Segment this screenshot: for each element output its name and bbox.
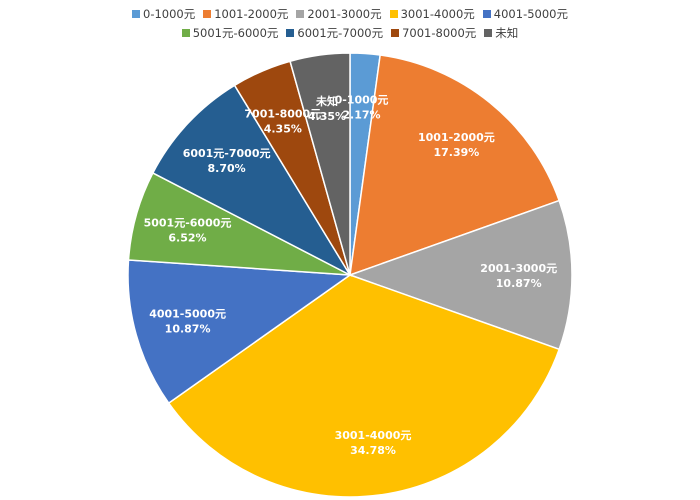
slice-label: 未知 4.35% <box>308 94 346 123</box>
legend-item: 4001-5000元 <box>482 6 568 22</box>
legend-swatch <box>389 10 398 18</box>
legend-label: 0-1000元 <box>143 7 196 21</box>
legend-swatch <box>181 29 190 37</box>
legend-label: 5001元-6000元 <box>192 26 279 40</box>
legend-item: 2001-3000元 <box>296 6 382 22</box>
pie-slice <box>151 84 353 277</box>
slice-label: 4001-5000元 10.87% <box>149 308 226 336</box>
legend-swatch <box>484 29 493 37</box>
pie-slice <box>167 274 561 498</box>
legend-item: 未知 <box>484 25 518 41</box>
legend-label: 6001元-7000元 <box>297 26 384 40</box>
legend-swatch <box>132 10 140 18</box>
legend-row: 0-1000元 1001-2000元 2001-3000元 3001-4000元 400… <box>132 6 568 22</box>
slice-label: 0-1000元 2.17% <box>335 94 389 122</box>
legend-label: 1001-2000元 <box>214 7 289 21</box>
legend-item: 1001-2000元 <box>203 6 288 22</box>
legend-swatch <box>286 29 295 37</box>
legend-swatch <box>203 10 212 18</box>
slice-label: 2001-3000元 10.87% <box>480 262 557 290</box>
legend-item: 7001-8000元 <box>391 25 476 41</box>
slice-label: 6001元-7000元 8.70% <box>183 147 271 175</box>
legend-item: 6001元-7000元 <box>286 25 383 41</box>
pie-slice <box>349 54 561 277</box>
legend-item: 5001元-6000元 <box>181 25 279 41</box>
legend-swatch <box>296 10 305 18</box>
slice-label: 3001-4000元 34.78% <box>335 429 412 457</box>
legend-swatch <box>391 29 400 37</box>
pie-slice <box>289 52 351 276</box>
slice-label: 5001元-6000元 6.52% <box>144 217 232 245</box>
legend-label: 3001-4000元 <box>400 7 475 21</box>
legend-label: 未知 <box>495 26 519 40</box>
legend: 0-1000元 1001-2000元 2001-3000元 3001-4000元 400… <box>0 6 700 41</box>
legend-label: 7001-8000元 <box>402 26 477 40</box>
pie-slice <box>127 259 353 405</box>
legend-item: 0-1000元 <box>132 6 195 22</box>
pie-slice <box>347 199 573 351</box>
legend-row: 5001元-6000元 6001元-7000元 7001-8000元 未知 <box>181 25 518 41</box>
slice-label: 7001-8000元 4.35% <box>244 107 321 135</box>
legend-swatch <box>482 10 491 18</box>
legend-item: 3001-4000元 <box>389 6 475 22</box>
legend-label: 2001-3000元 <box>307 7 382 21</box>
legend-label: 4001-5000元 <box>493 7 568 21</box>
slice-label: 1001-2000元 17.39% <box>418 131 495 159</box>
